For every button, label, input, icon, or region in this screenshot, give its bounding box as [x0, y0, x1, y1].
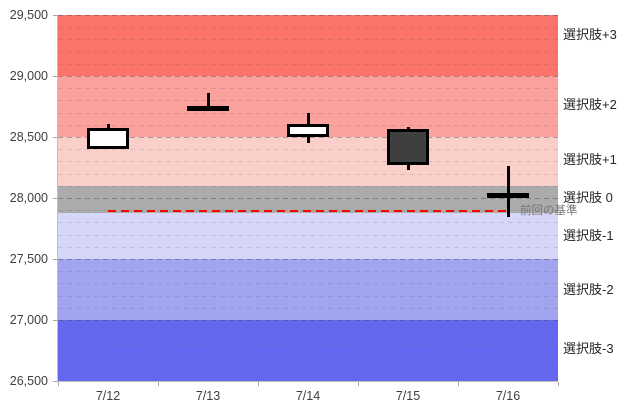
x-tick-label: 7/13 [195, 389, 221, 403]
x-axis-tick [458, 382, 459, 386]
band-label: 選択肢+3 [563, 26, 617, 42]
minor-gridline [58, 234, 558, 236]
y-tick-label: 29,500 [9, 7, 48, 22]
minor-gridline [58, 63, 558, 65]
candle-wick [206, 93, 210, 109]
band-label: 選択肢+2 [563, 97, 617, 113]
x-axis-tick [558, 382, 559, 386]
candle-body [87, 127, 129, 150]
y-axis-tick [53, 15, 57, 16]
chart-band [58, 185, 558, 213]
x-axis-tick [358, 382, 359, 386]
y-tick-label: 27,500 [9, 251, 48, 266]
candle-body [387, 129, 429, 166]
minor-gridline [58, 100, 558, 102]
y-axis-tick [53, 320, 57, 321]
major-gridline [58, 76, 558, 77]
major-gridline [58, 320, 558, 321]
candle-body [287, 124, 329, 137]
y-tick-label: 28,500 [9, 129, 48, 144]
major-gridline [58, 259, 558, 260]
minor-gridline [58, 283, 558, 285]
minor-gridline [58, 51, 558, 53]
x-axis-tick [58, 382, 59, 386]
minor-gridline [58, 88, 558, 90]
chart-band [58, 320, 558, 381]
minor-gridline [58, 271, 558, 273]
major-gridline [58, 15, 558, 16]
minor-gridline [58, 356, 558, 358]
x-tick-label: 7/14 [295, 389, 321, 403]
band-label: 選択肢-3 [563, 341, 614, 357]
candle-wick [506, 166, 510, 217]
minor-gridline [58, 173, 558, 175]
y-tick-label: 29,000 [9, 68, 48, 83]
plot-area [58, 15, 558, 381]
y-axis-tick [53, 381, 57, 382]
band-label: 選択肢-2 [563, 281, 614, 297]
minor-gridline [58, 246, 558, 248]
band-label: 選択肢-1 [563, 227, 614, 243]
x-axis-line [58, 381, 558, 382]
minor-gridline [58, 295, 558, 297]
minor-gridline [58, 185, 558, 187]
y-tick-label: 27,000 [9, 312, 48, 327]
x-tick-label: 7/15 [395, 389, 421, 403]
minor-gridline [58, 332, 558, 334]
candle-body-doji [187, 106, 229, 112]
minor-gridline [58, 27, 558, 29]
minor-gridline [58, 307, 558, 309]
minor-gridline [58, 149, 558, 151]
major-gridline [58, 198, 558, 199]
x-tick-label: 7/16 [495, 389, 521, 403]
minor-gridline [58, 222, 558, 224]
band-label: 選択肢+1 [563, 152, 617, 168]
y-axis-line [57, 15, 58, 382]
y-tick-label: 26,500 [9, 373, 48, 388]
chart-band [58, 15, 558, 76]
minor-gridline [58, 39, 558, 41]
x-tick-label: 7/12 [95, 389, 121, 403]
chart-band [58, 137, 558, 186]
minor-gridline [58, 161, 558, 163]
y-axis-tick [53, 76, 57, 77]
minor-gridline [58, 344, 558, 346]
y-axis-tick [53, 259, 57, 260]
y-tick-label: 28,000 [9, 190, 48, 205]
x-axis-tick [158, 382, 159, 386]
y-axis-tick [53, 137, 57, 138]
candle-body-doji [487, 193, 529, 199]
baseline-label: 前回の基準 [520, 205, 578, 217]
chart-band [58, 212, 558, 259]
chart-band [58, 259, 558, 320]
y-axis-tick [53, 198, 57, 199]
x-axis-tick [258, 382, 259, 386]
baseline-dashed-line [108, 209, 508, 212]
minor-gridline [58, 112, 558, 114]
minor-gridline [58, 368, 558, 370]
band-label: 選択肢 0 [563, 190, 613, 205]
